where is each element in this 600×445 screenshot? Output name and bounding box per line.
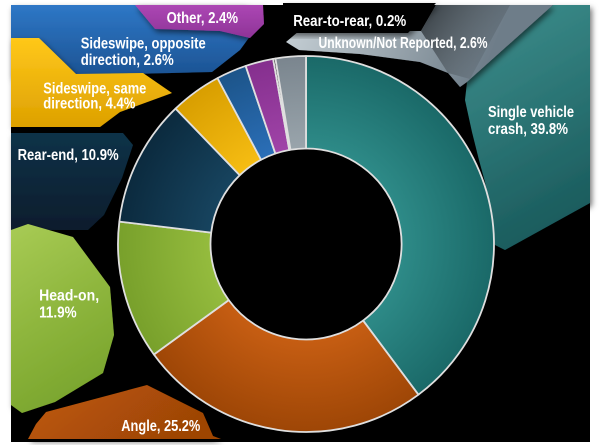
svg-text:crash, 39.8%: crash, 39.8% (488, 121, 568, 138)
svg-text:direction, 4.4%: direction, 4.4% (43, 96, 135, 113)
svg-text:Sideswipe, same: Sideswipe, same (43, 81, 146, 98)
svg-text:Head-on,: Head-on, (39, 288, 99, 305)
svg-text:Other, 2.4%: Other, 2.4% (167, 10, 239, 27)
svg-text:11.9%: 11.9% (39, 305, 77, 322)
svg-text:Angle, 25.2%: Angle, 25.2% (121, 418, 200, 435)
svg-text:Unknown/Not Reported, 2.6%: Unknown/Not Reported, 2.6% (319, 35, 488, 52)
svg-text:direction, 2.6%: direction, 2.6% (81, 52, 174, 69)
svg-text:Rear-end, 10.9%: Rear-end, 10.9% (18, 147, 119, 164)
svg-text:Sideswipe, opposite: Sideswipe, opposite (81, 36, 206, 53)
svg-text:Rear-to-rear, 0.2%: Rear-to-rear, 0.2% (293, 13, 406, 30)
svg-text:Single vehicle: Single vehicle (488, 104, 574, 121)
